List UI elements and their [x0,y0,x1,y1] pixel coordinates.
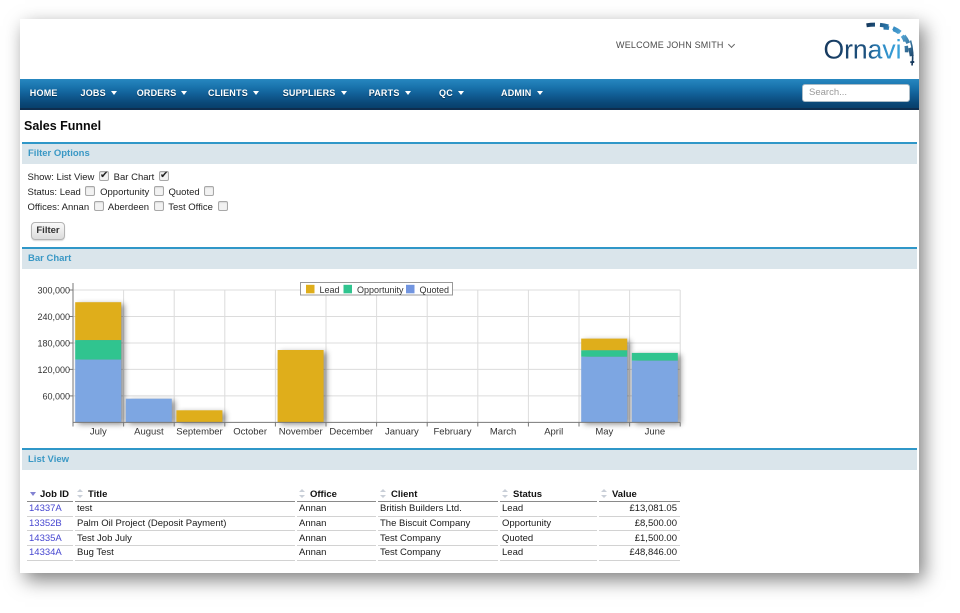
svg-text:Quoted: Quoted [420,285,450,295]
svg-text:Lead: Lead [320,285,340,295]
svg-text:December: December [329,427,373,438]
svg-text:120,000: 120,000 [37,365,70,375]
svg-text:October: October [233,427,267,438]
svg-text:February: February [433,427,471,438]
svg-text:March: March [490,427,516,438]
svg-text:August: August [134,427,164,438]
svg-text:May: May [595,427,613,438]
svg-text:300,000: 300,000 [37,286,70,296]
svg-text:November: November [279,427,323,438]
svg-text:Ornavi: Ornavi [824,35,902,65]
svg-text:240,000: 240,000 [37,312,70,322]
svg-text:January: January [385,427,419,438]
svg-text:Opportunity: Opportunity [357,285,404,295]
svg-text:September: September [176,427,222,438]
svg-text:July: July [90,427,107,438]
svg-text:60,000: 60,000 [42,391,70,401]
svg-text:June: June [645,427,666,438]
svg-text:180,000: 180,000 [37,339,70,349]
svg-text:April: April [544,427,563,438]
